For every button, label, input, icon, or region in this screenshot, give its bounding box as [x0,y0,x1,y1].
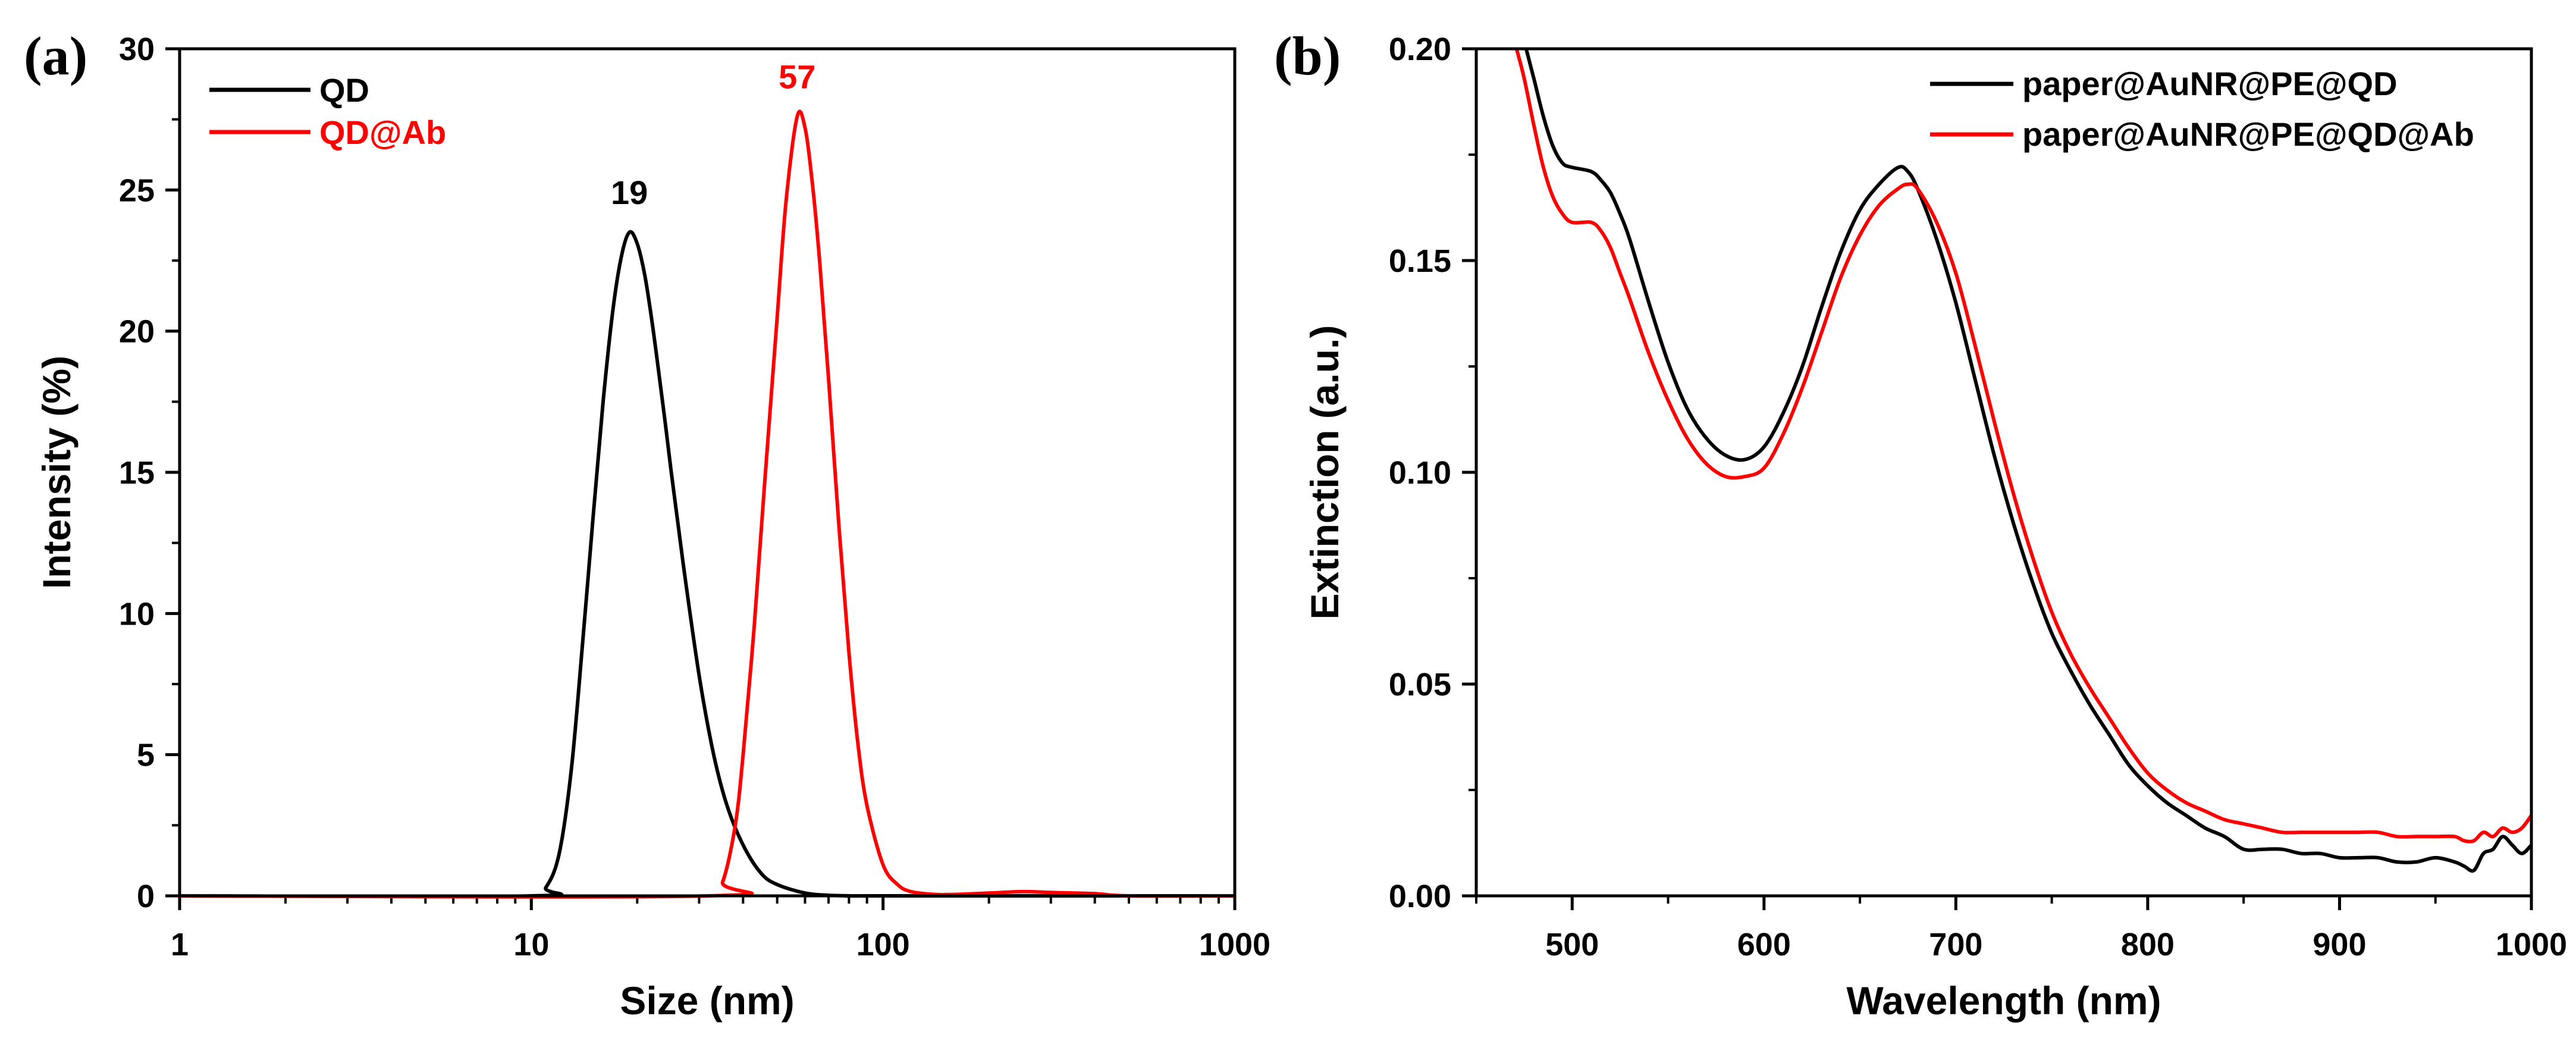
panel-a-size-distribution-chart: (a) 1 10 100 1000 0 5 10 15 20 25 30 19 57 Size (nm)… [24,26,1270,1023]
x-tick-label: 500 [1545,927,1599,962]
panel-a-y-axis-title: Intensity (%) [34,356,79,589]
y-tick-label: 10 [119,596,155,632]
peak-annotation-label: 57 [779,58,815,95]
panel-b-x-axis-title: Wavelength (nm) [1846,979,2161,1023]
y-tick-label: 0.15 [1389,243,1451,279]
y-tick-label: 0.10 [1389,455,1451,491]
peak-annotation-label: 19 [611,174,648,211]
legend-label-qd: QD [319,71,369,109]
y-tick-label: 30 [119,32,155,67]
x-tick-label: 100 [856,927,910,962]
y-tick-label: 15 [119,455,155,491]
y-tick-label: 5 [137,738,155,773]
series-line-b-1 [1524,48,2533,873]
x-tick-label: 700 [1929,927,1982,962]
x-tick-label: 900 [2313,927,2366,962]
x-tick-label: 600 [1737,927,1791,962]
panel-a-legend: QD QD@Ab [209,71,446,151]
x-tick-label: 10 [513,927,549,962]
panel-b-plot-frame [1474,47,2533,898]
y-tick-label: 0.00 [1389,879,1451,914]
y-tick-label: 0.05 [1389,667,1451,703]
y-tick-label: 20 [119,314,155,350]
legend-label-paper-qd-ab: paper@AuNR@PE@QD@Ab [2022,115,2474,153]
legend-label-paper-qd: paper@AuNR@PE@QD [2022,65,2398,102]
series-line-a-1 [179,230,1235,899]
panel-a-label: (a) [24,26,87,86]
x-tick-label: 1000 [2496,927,2567,962]
y-tick-label: 0.20 [1389,32,1451,67]
panel-a-x-axis-title: Size (nm) [620,979,794,1023]
panel-b-label: (b) [1274,26,1341,86]
panel-b-legend: paper@AuNR@PE@QD paper@AuNR@PE@QD@Ab [1930,65,2474,153]
y-tick-label: 25 [119,173,155,208]
panel-b-extinction-spectrum-chart: (b) 500 600 700 800 900 1000 0.00 0.05 0.10 0.15 0… [1274,26,2567,1023]
legend-label-qd-ab: QD@Ab [319,114,446,151]
x-tick-label: 1 [171,927,189,962]
x-tick-label: 800 [2121,927,2175,962]
series-line-b-2 [1514,48,2533,844]
panel-b-y-axis-title: Extinction (a.u.) [1303,325,1347,620]
series-line-a-2 [179,109,1235,899]
x-tick-label: 1000 [1199,927,1270,962]
panel-a-plot-frame [178,47,1237,898]
y-tick-label: 0 [137,879,155,914]
